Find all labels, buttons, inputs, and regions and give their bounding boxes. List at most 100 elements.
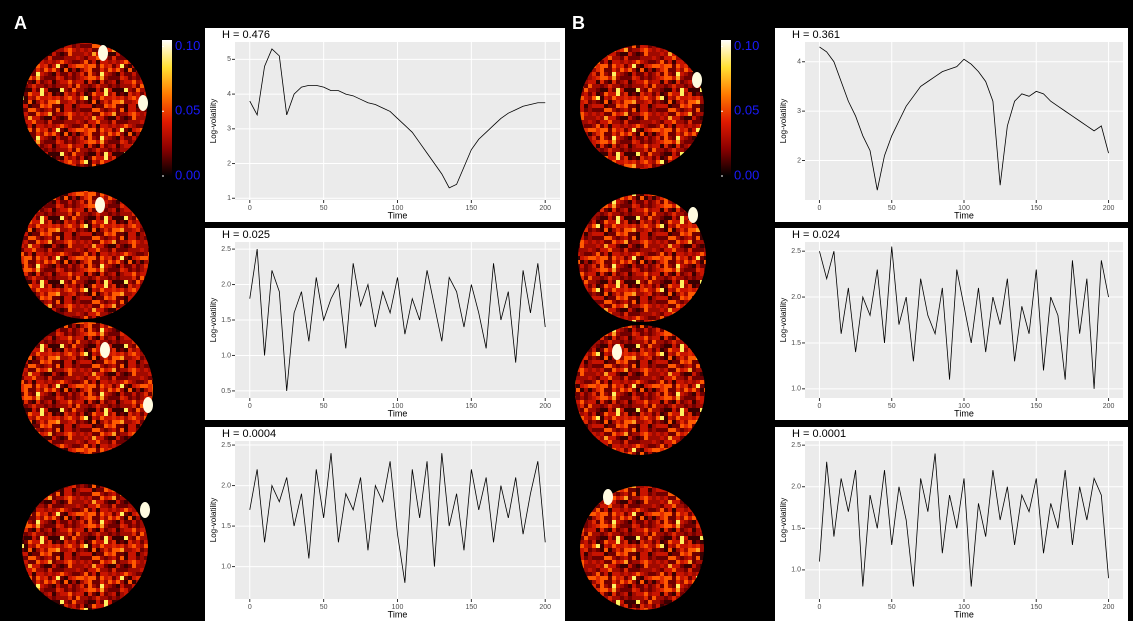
colorbar [721, 40, 731, 176]
x-tick-label: 100 [958, 604, 970, 611]
x-tick-label: 200 [1103, 403, 1115, 410]
colorbar-tick-label: 0.05 [734, 103, 759, 118]
y-tick-label: 1.5 [221, 523, 231, 530]
x-axis-title: Time [954, 210, 974, 220]
y-tick-label: 5 [227, 56, 231, 63]
x-tick-label: 50 [320, 205, 328, 212]
chart-title: H = 0.025 [222, 229, 270, 241]
chart-title: H = 0.361 [792, 29, 840, 41]
y-tick-label: 3 [227, 126, 231, 133]
y-axis-title: Log-volatility [209, 99, 218, 143]
y-tick-label: 1.5 [221, 317, 231, 324]
y-axis-title: Log-volatility [209, 498, 218, 542]
x-tick-label: 0 [818, 604, 822, 611]
hot-spot [140, 502, 150, 518]
y-axis-title: Log-volatility [779, 99, 788, 143]
heat-map [21, 191, 149, 319]
chart-title: H = 0.476 [222, 29, 270, 41]
x-tick-label: 150 [466, 205, 478, 212]
hot-spot [688, 207, 698, 223]
y-tick-label: 3 [797, 108, 801, 115]
hot-spot [95, 197, 105, 213]
x-tick-label: 100 [392, 205, 404, 212]
colorbar-tick-label: 0.00 [175, 167, 200, 182]
x-tick-label: 150 [466, 604, 478, 611]
hot-spot [603, 489, 613, 505]
line-series [249, 453, 546, 583]
heat-map [580, 486, 704, 610]
panel-label: A [14, 13, 27, 33]
x-tick-label: 0 [818, 205, 822, 212]
x-tick-label: 150 [1030, 403, 1042, 410]
y-tick-label: 2.0 [221, 281, 231, 288]
y-tick-label: 2.5 [221, 246, 231, 253]
colorbar-tick-label: 0.00 [734, 167, 759, 182]
x-tick-label: 200 [539, 205, 551, 212]
x-tick-label: 100 [958, 403, 970, 410]
y-tick-label: 4 [797, 59, 801, 66]
line-series [819, 46, 1109, 191]
y-tick-label: 1.5 [791, 340, 801, 347]
x-tick-label: 100 [392, 604, 404, 611]
x-tick-label: 100 [958, 205, 970, 212]
line-series [819, 453, 1109, 587]
x-tick-label: 200 [539, 604, 551, 611]
hot-spot [100, 342, 110, 358]
y-tick-label: 1.0 [221, 352, 231, 359]
x-tick-label: 0 [248, 403, 252, 410]
x-tick-label: 150 [466, 403, 478, 410]
x-axis-title: Time [954, 408, 974, 418]
line-series [249, 48, 546, 189]
x-axis-title: Time [388, 408, 408, 418]
x-tick-label: 200 [539, 403, 551, 410]
chart-title: H = 0.0001 [792, 428, 846, 440]
x-tick-label: 50 [888, 205, 896, 212]
colorbar-tick-label: 0.05 [175, 103, 200, 118]
hot-spot [612, 344, 622, 360]
y-tick-label: 2.0 [791, 294, 801, 301]
y-tick-label: 1.5 [791, 525, 801, 532]
y-axis-title: Log-volatility [779, 298, 788, 342]
x-axis-title: Time [388, 210, 408, 220]
y-tick-label: 2 [227, 160, 231, 167]
y-tick-label: 1.0 [791, 567, 801, 574]
x-tick-label: 0 [818, 403, 822, 410]
y-tick-label: 2.5 [791, 442, 801, 449]
panel-label: B [572, 13, 585, 33]
line-series [249, 249, 546, 391]
x-tick-label: 50 [320, 403, 328, 410]
x-tick-label: 200 [1103, 604, 1115, 611]
x-tick-label: 0 [248, 604, 252, 611]
y-tick-label: 1.0 [791, 386, 801, 393]
y-tick-label: 2.0 [791, 484, 801, 491]
x-tick-label: 50 [888, 604, 896, 611]
heat-map [578, 194, 706, 322]
y-axis-title: Log-volatility [209, 298, 218, 342]
chart-title: H = 0.024 [792, 229, 840, 241]
colorbar [162, 40, 172, 176]
hot-spot [143, 397, 153, 413]
colorbar-tick-label: 0.10 [734, 38, 759, 53]
x-tick-label: 50 [320, 604, 328, 611]
heat-map [22, 484, 148, 610]
y-tick-label: 2 [797, 157, 801, 164]
y-axis-title: Log-volatility [779, 498, 788, 542]
x-axis-title: Time [954, 609, 974, 619]
x-tick-label: 150 [1030, 604, 1042, 611]
heat-map [575, 325, 705, 455]
chart-title: H = 0.0004 [222, 428, 276, 440]
heat-map [23, 43, 147, 167]
x-tick-label: 150 [1030, 205, 1042, 212]
y-tick-label: 2.5 [221, 442, 231, 449]
heat-map [580, 45, 704, 169]
line-series [819, 246, 1109, 389]
x-tick-label: 0 [248, 205, 252, 212]
x-tick-label: 200 [1103, 205, 1115, 212]
y-tick-label: 2.0 [221, 482, 231, 489]
hot-spot [692, 72, 702, 88]
y-tick-label: 4 [227, 91, 231, 98]
hot-spot [98, 45, 108, 61]
y-tick-label: 0.5 [221, 388, 231, 395]
y-tick-label: 1.0 [221, 563, 231, 570]
